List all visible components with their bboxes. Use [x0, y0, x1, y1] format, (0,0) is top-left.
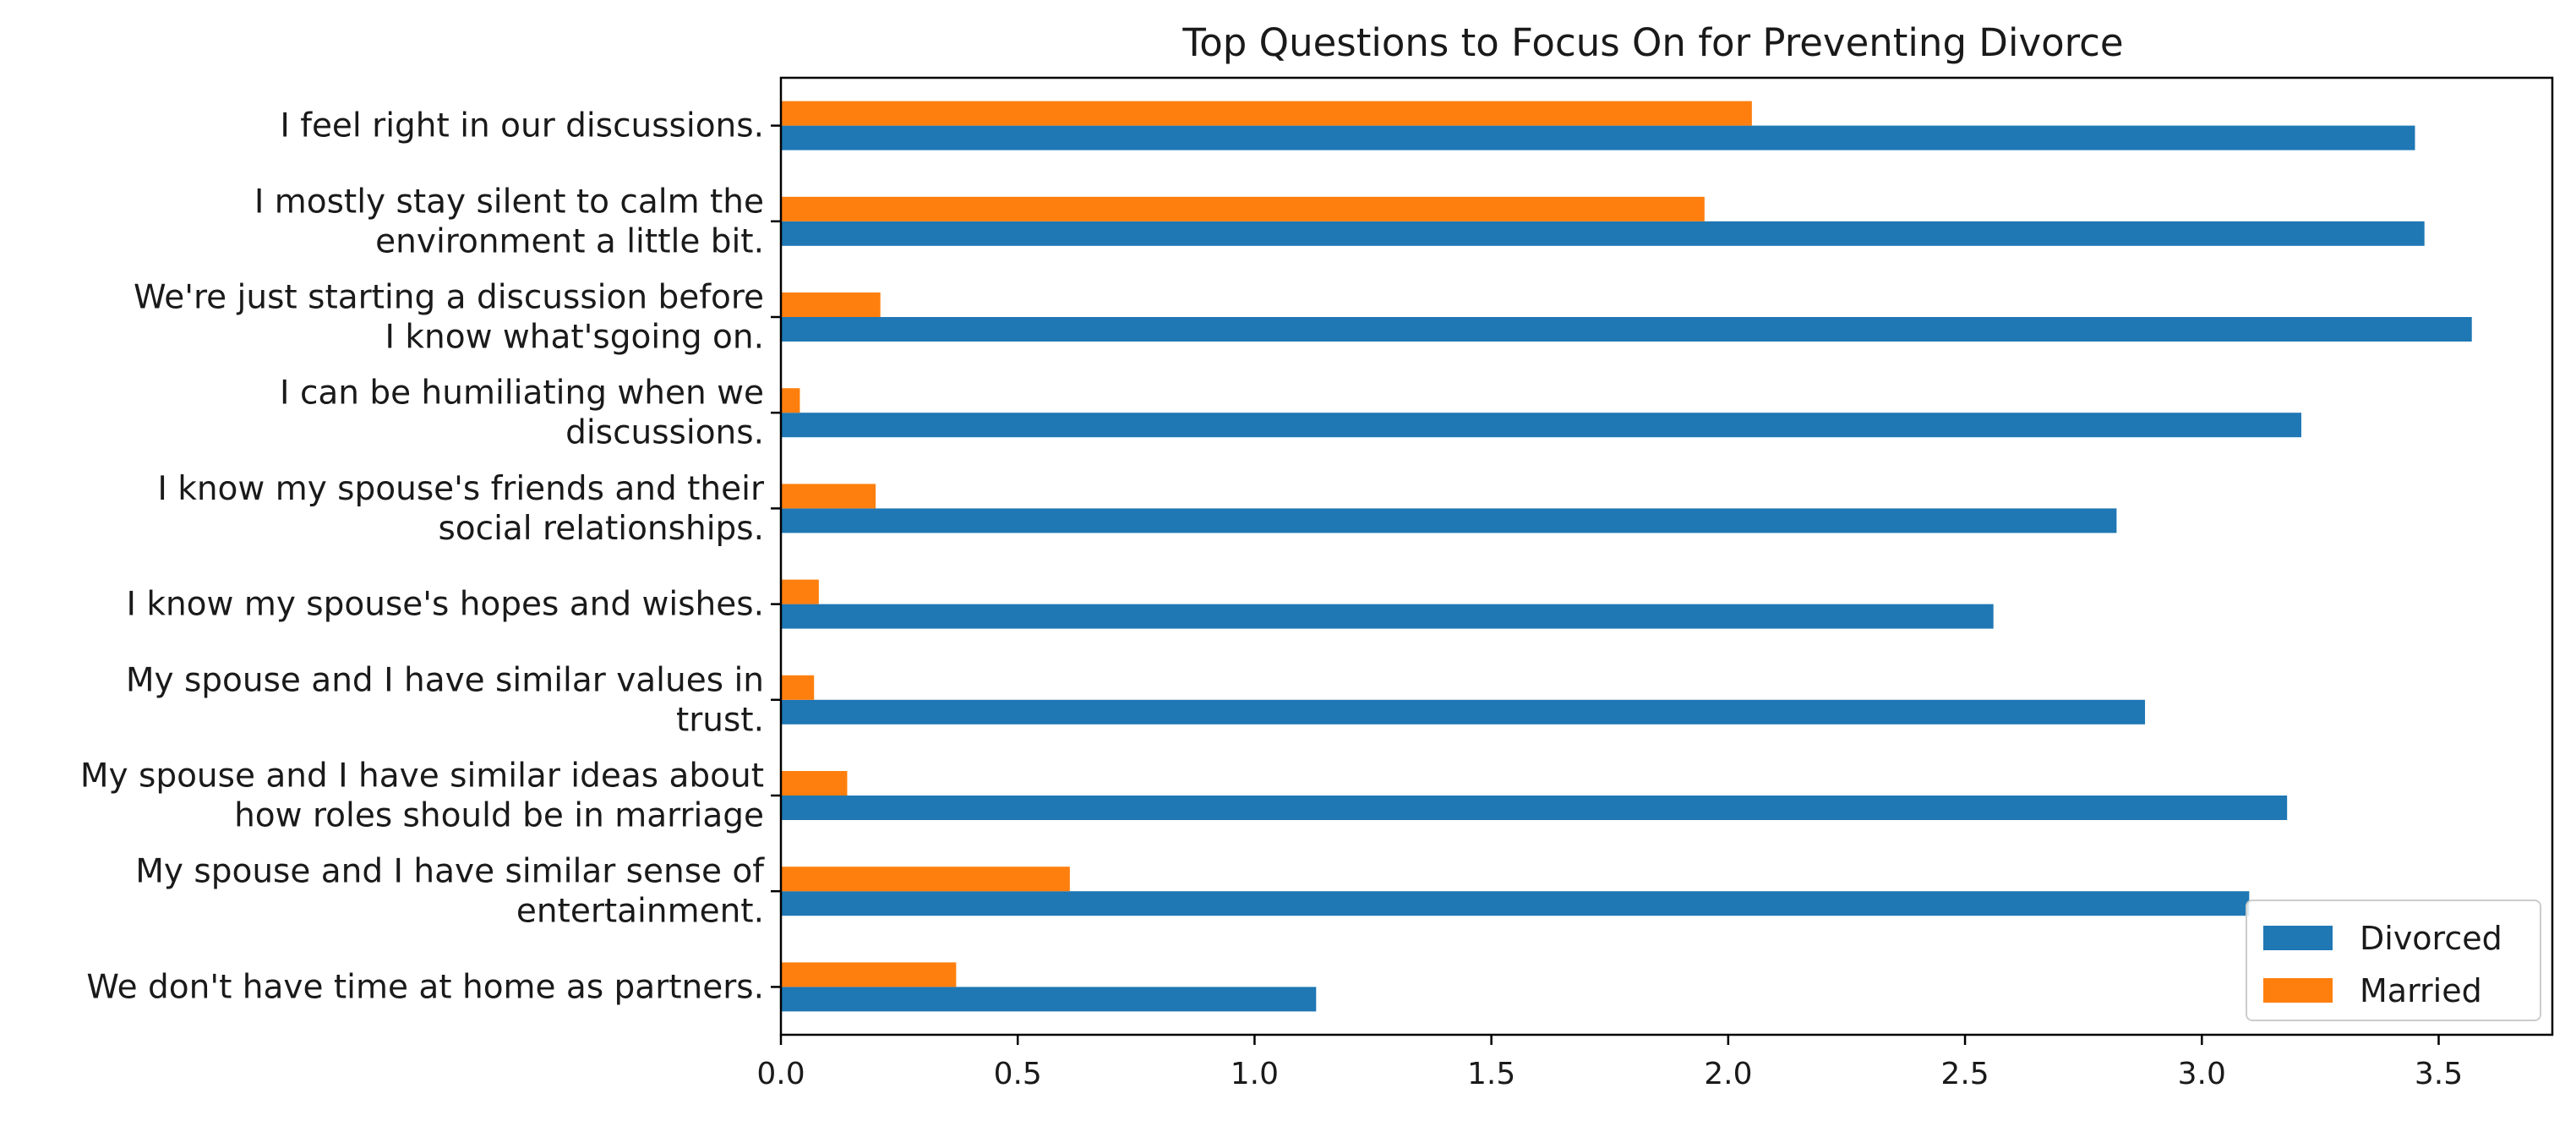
- bar-divorced-2: [781, 317, 2472, 342]
- x-tick-label-7: 3.5: [2415, 1057, 2463, 1091]
- x-tick-label-2: 1.0: [1231, 1057, 1279, 1091]
- bar-divorced-7: [781, 796, 2288, 820]
- legend-swatch-divorced: [2263, 926, 2333, 950]
- y-axis: I feel right in our discussions. I mostly…: [80, 107, 781, 1006]
- bar-married-5: [781, 579, 819, 604]
- bar-divorced-8: [781, 891, 2250, 916]
- bar-married-6: [781, 675, 815, 700]
- bar-married-4: [781, 484, 876, 509]
- x-tick-label-5: 2.5: [1940, 1057, 1989, 1091]
- category-label-0: I feel right in our discussions.: [280, 107, 764, 145]
- bar-married-7: [781, 771, 848, 796]
- x-tick-label-6: 3.0: [2178, 1057, 2226, 1091]
- legend-label-divorced: Divorced: [2360, 920, 2502, 957]
- bar-divorced-4: [781, 508, 2117, 533]
- x-tick-label-1: 0.5: [994, 1057, 1042, 1091]
- bar-married-0: [781, 101, 1752, 126]
- category-label-9: We don't have time at home as partners.: [86, 968, 764, 1006]
- bar-divorced-6: [781, 699, 2146, 725]
- x-tick-label-0: 0.0: [756, 1057, 805, 1091]
- x-tick-label-3: 1.5: [1467, 1057, 1515, 1091]
- category-label-3: I can be humiliating when we discussions.: [280, 375, 764, 452]
- chart-title: Top Questions to Focus On for Preventing…: [1182, 20, 2123, 65]
- category-label-1: I mostly stay silent to calm the environm…: [254, 183, 764, 260]
- category-label-2: We're just starting a discussion before I…: [134, 279, 764, 357]
- category-label-6: My spouse and I have similar values in tr…: [126, 661, 764, 739]
- category-label-5: I know my spouse's hopes and wishes.: [126, 586, 764, 624]
- category-label-4: I know my spouse's friends and their soci…: [157, 470, 765, 548]
- bar-married-9: [781, 962, 957, 987]
- bar-married-8: [781, 867, 1070, 892]
- bar-married-3: [781, 388, 800, 413]
- category-label-8: My spouse and I have similar sense of ent…: [135, 853, 765, 931]
- bar-divorced-0: [781, 125, 2415, 150]
- x-axis: 0.0 0.5 1.0 1.5 2.0 2.5 3.0 3.5: [756, 1035, 2463, 1091]
- x-tick-label-4: 2.0: [1704, 1057, 1752, 1091]
- legend-swatch-married: [2263, 978, 2333, 1003]
- legend-label-married: Married: [2360, 972, 2482, 1009]
- bar-divorced-1: [781, 221, 2425, 246]
- bar-married-1: [781, 196, 1705, 221]
- plot-frame: [779, 76, 2554, 1036]
- bar-divorced-9: [781, 987, 1317, 1012]
- category-label-7: My spouse and I have similar ideas about…: [80, 757, 764, 835]
- bar-divorced-5: [781, 604, 1994, 629]
- bar-married-2: [781, 293, 881, 317]
- bars-group: [781, 101, 2472, 1012]
- bar-divorced-3: [781, 413, 2301, 438]
- legend: Divorced Married: [2246, 900, 2541, 1021]
